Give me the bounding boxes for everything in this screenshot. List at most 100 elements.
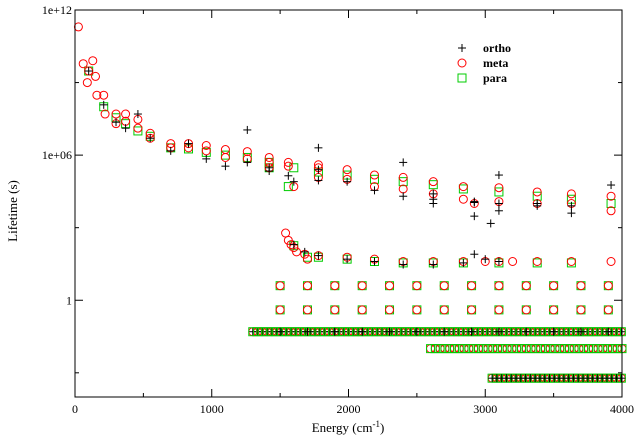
data-point-meta [508,257,518,267]
data-point-para [497,344,507,354]
data-point-meta [398,172,408,182]
data-point-meta [606,191,616,201]
data-point-meta [330,305,340,315]
x-axis-label: Energy (cm-1) [312,419,385,435]
data-point-meta [430,344,440,354]
data-point-ortho [494,206,503,215]
data-point-para [482,327,492,337]
data-point-meta [454,344,464,354]
data-point-meta [201,146,211,156]
data-point-para [478,327,488,337]
data-point-para [291,327,301,337]
data-point-meta [521,281,531,291]
data-point-para [550,344,560,354]
data-point-ortho [330,327,339,336]
x-tick-label: 3000 [473,402,497,416]
data-point-ortho [303,327,312,336]
data-point-para [396,327,406,337]
legend-marker-para [457,73,467,83]
data-point-ortho [370,186,379,195]
data-point-meta [91,71,101,81]
data-point-meta [478,344,488,354]
data-point-ortho [370,257,379,266]
data-point-meta [588,344,598,354]
data-point-para [521,344,531,354]
data-point-meta [385,281,395,291]
data-point-para [289,163,299,173]
data-point-meta [583,344,593,354]
data-point-ortho [399,260,408,269]
data-point-para [564,344,574,354]
data-point-meta [536,344,546,354]
y-tick-label: 1 [66,293,72,307]
data-point-para [430,327,440,337]
data-point-ortho [166,146,175,155]
data-point-meta [612,344,622,354]
data-point-ortho [549,327,558,336]
data-point-para [531,344,541,354]
data-point-para [464,344,474,354]
data-point-para [367,327,377,337]
data-point-meta [92,90,102,100]
x-tick-label: 1000 [200,402,224,416]
data-point-para [469,344,479,354]
data-point-ortho [133,110,142,119]
x-axis-label-tail: ) [380,420,384,435]
data-point-meta [494,305,504,315]
data-point-para [574,344,584,354]
data-point-meta [121,109,131,119]
data-point-meta [412,305,422,315]
data-point-para [512,344,522,354]
data-point-meta [111,109,121,119]
legend-item-ortho: ortho [458,41,511,55]
data-point-para [473,344,483,354]
data-point-ortho [385,327,394,336]
data-point-meta [606,257,616,267]
data-point-meta [330,281,340,291]
data-point-meta [467,281,477,291]
data-point-meta [469,344,479,354]
data-point-ortho [289,240,298,249]
data-point-para [526,344,536,354]
data-point-ortho [343,255,352,264]
data-point-ortho [276,327,285,336]
data-point-para [435,344,445,354]
data-point-meta [550,344,560,354]
data-point-meta [540,344,550,354]
data-point-ortho [617,374,626,383]
data-point-meta [459,344,469,354]
data-point-meta [555,344,565,354]
x-tick-label: 0 [72,402,78,416]
data-point-meta [576,281,586,291]
data-point-para [449,344,459,354]
data-point-para [478,344,488,354]
data-point-ortho [146,134,155,143]
legend-label-para: para [483,71,507,85]
data-point-para [458,327,468,337]
data-point-para [257,327,267,337]
data-point-meta [593,344,603,354]
data-point-meta [302,254,312,264]
data-point-ortho [99,100,108,109]
data-point-ortho [617,327,626,336]
data-point-ortho [314,143,323,152]
data-point-para [502,344,512,354]
data-point-para [420,327,430,337]
data-point-ortho [358,327,367,336]
x-tick-label: 4000 [610,402,634,416]
data-point-meta [82,78,92,88]
legend-item-meta: meta [457,56,508,70]
data-point-meta [220,152,230,162]
data-point-ortho [399,158,408,167]
data-point-ortho [470,250,479,259]
data-point-para [540,344,550,354]
data-point-ortho [121,124,130,133]
data-point-meta [458,194,468,204]
data-point-ortho [343,177,352,186]
data-point-meta [483,344,493,354]
points-layer [73,22,627,383]
data-point-meta [88,56,98,66]
data-point-para [612,344,622,354]
data-point-para [569,344,579,354]
data-point-ortho [567,209,576,218]
